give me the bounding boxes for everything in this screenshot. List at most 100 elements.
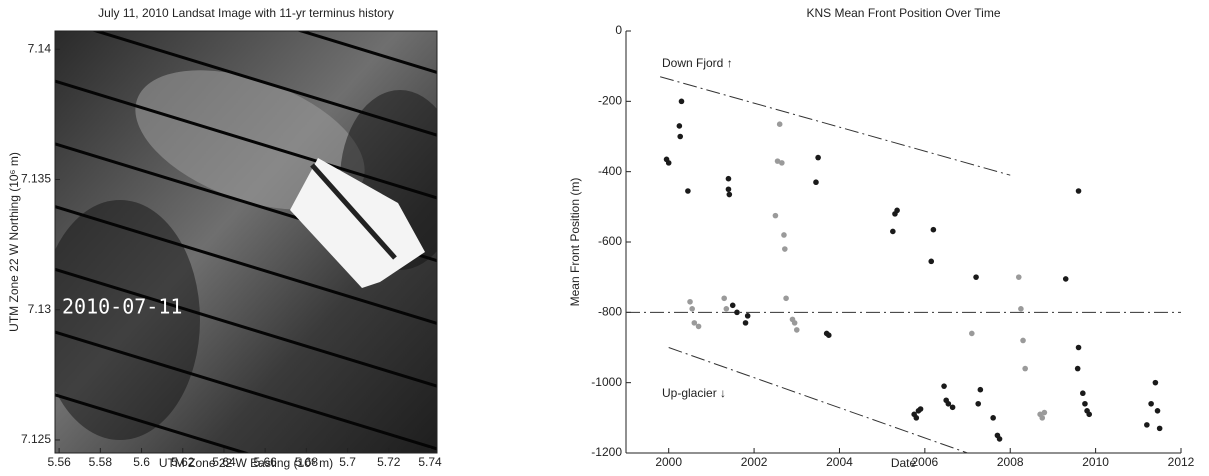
y-tick-label: 7.135 — [21, 172, 51, 186]
x-tick-label: 5.66 — [253, 455, 277, 469]
data-point — [725, 186, 732, 193]
data-point — [729, 302, 736, 309]
data-point — [676, 123, 683, 129]
data-point — [977, 386, 984, 393]
reference-line — [668, 347, 968, 454]
data-point — [1080, 390, 1086, 397]
x-axis-label: UTM Zone 22 W Easting (10⁵ m) — [159, 456, 333, 470]
data-point — [825, 332, 832, 338]
data-point — [1041, 409, 1048, 416]
data-point — [687, 298, 693, 305]
y-tick-label: -400 — [598, 164, 622, 178]
x-tick-label: 2002 — [741, 455, 768, 469]
data-point — [677, 133, 684, 140]
x-tick-label: 2000 — [655, 455, 682, 469]
data-point — [772, 212, 779, 219]
data-point — [911, 411, 917, 418]
data-point — [1075, 188, 1082, 194]
data-point — [1022, 365, 1028, 372]
x-tick-label: 5.68 — [295, 455, 319, 469]
x-tick-label: 5.74 — [418, 455, 442, 469]
x-tick-label: 2012 — [1168, 455, 1195, 469]
data-point — [783, 295, 789, 302]
x-tick-label: 2008 — [997, 455, 1024, 469]
data-point — [774, 158, 781, 164]
annotation: Up-glacier ↓ — [662, 386, 726, 400]
image-date-label: 2010-07-11 — [62, 295, 182, 319]
data-point — [782, 246, 788, 252]
data-point — [949, 404, 956, 411]
x-tick-label: 5.72 — [377, 455, 401, 469]
x-tick-label: 2006 — [911, 455, 938, 469]
y-tick-label: -800 — [598, 305, 622, 319]
data-point — [742, 320, 749, 326]
data-point — [776, 121, 783, 127]
data-point — [1062, 276, 1069, 282]
data-point — [726, 191, 733, 198]
data-point — [945, 400, 952, 407]
data-point — [1039, 415, 1046, 421]
y-tick-label: -1000 — [591, 375, 622, 389]
data-point — [1015, 274, 1022, 280]
data-point — [917, 406, 924, 412]
x-tick-label: 5.62 — [171, 455, 195, 469]
data-point — [1020, 337, 1026, 344]
y-tick-label: 0 — [615, 23, 622, 37]
x-tick-label: 5.58 — [89, 455, 113, 469]
x-tick-label: 2004 — [826, 455, 853, 469]
data-point — [973, 274, 979, 280]
y-tick-label: 7.125 — [21, 432, 51, 446]
data-point — [721, 295, 727, 302]
data-point — [930, 226, 937, 233]
data-point — [1086, 411, 1093, 418]
reference-line — [660, 76, 1011, 176]
data-point — [723, 306, 730, 312]
data-point — [685, 188, 691, 194]
data-point — [1082, 400, 1088, 407]
data-point — [1075, 344, 1082, 351]
data-point — [996, 436, 1003, 442]
data-point — [1018, 306, 1024, 312]
data-point — [791, 320, 798, 326]
y-tick-label: -600 — [598, 234, 622, 248]
x-tick-label: 5.6 — [133, 455, 150, 469]
data-point — [969, 330, 975, 337]
data-point — [744, 313, 751, 319]
y-axis-label: UTM Zone 22 W Northing (10⁶ m) — [7, 152, 21, 332]
data-point — [1156, 425, 1163, 432]
annotation: Down Fjord ↑ — [662, 56, 733, 70]
x-tick-label: 5.56 — [47, 455, 71, 469]
data-point — [990, 415, 996, 421]
data-point — [813, 179, 819, 186]
x-tick-label: 5.64 — [212, 455, 236, 469]
satellite-image — [55, 31, 437, 453]
data-point — [928, 258, 935, 265]
data-point — [779, 160, 785, 166]
y-tick-label: 7.13 — [28, 302, 52, 316]
data-point — [1144, 422, 1150, 428]
y-tick-label: 7.14 — [28, 41, 52, 55]
y-tick-label: -200 — [598, 94, 622, 108]
data-point — [691, 320, 698, 326]
data-point — [975, 400, 982, 407]
data-point — [689, 306, 695, 312]
data-point — [725, 175, 732, 182]
data-point — [1154, 408, 1161, 414]
data-point — [665, 160, 672, 166]
data-point — [734, 309, 740, 316]
data-point — [793, 327, 800, 333]
data-point — [890, 228, 896, 235]
data-point — [815, 154, 821, 161]
data-point — [695, 323, 702, 330]
data-point — [1074, 365, 1081, 372]
data-point — [941, 383, 947, 389]
chart-title: KNS Mean Front Position Over Time — [806, 6, 1000, 20]
image-frame — [54, 30, 438, 454]
x-axis-label: Date — [891, 456, 917, 470]
data-point — [894, 207, 900, 214]
chart-title: July 11, 2010 Landsat Image with 11-yr t… — [98, 6, 394, 20]
data-point — [781, 232, 787, 238]
x-tick-label: 5.7 — [339, 455, 356, 469]
data-point — [678, 98, 685, 105]
